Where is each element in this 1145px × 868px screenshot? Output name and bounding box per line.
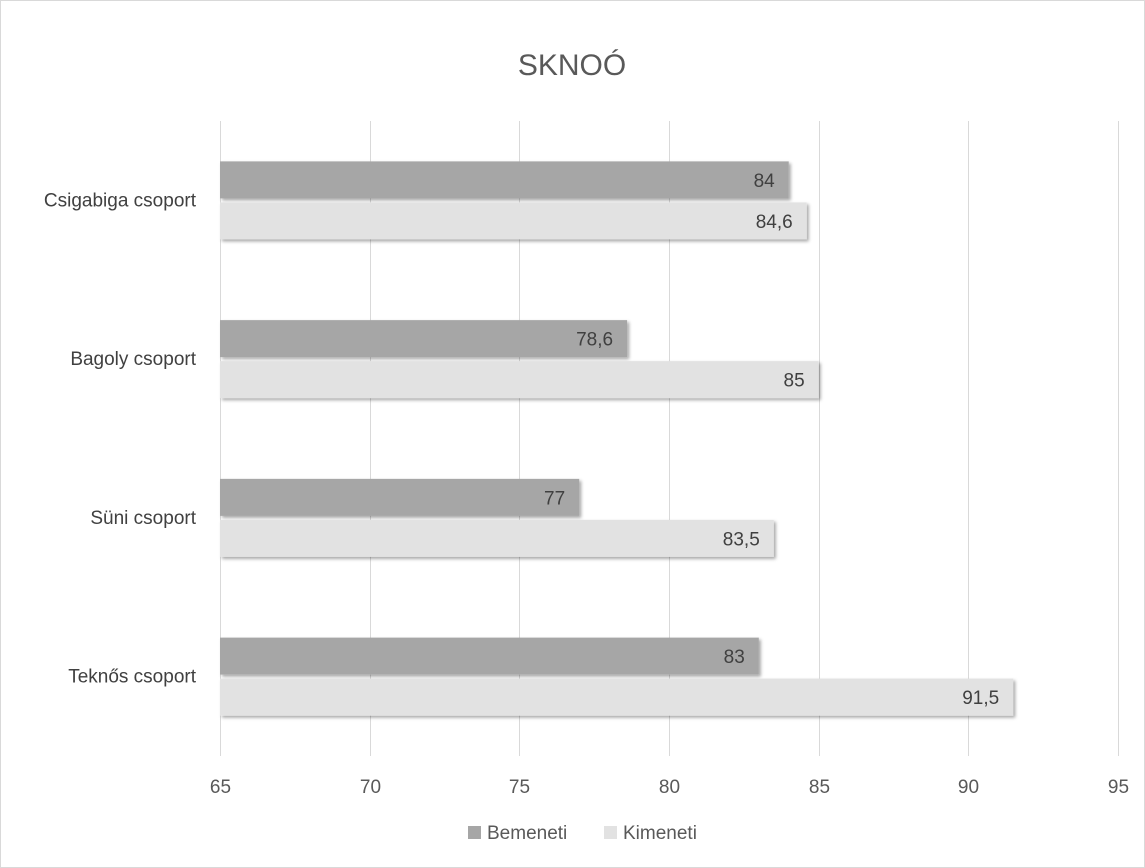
data-label: 77 [544,488,565,509]
bar-kimeneti [220,678,1014,716]
bar-kimeneti [220,519,774,557]
data-label: 83 [724,647,745,668]
bar-bemeneti [220,161,789,199]
bar-kimeneti [220,361,819,399]
x-tick-label: 95 [1108,777,1129,798]
legend-label: Kimeneti [623,823,697,844]
labels-layer: 65 70 75 80 85 90 95 Csigabiga csoport 84 84,6 Bag… [44,171,1129,798]
category-label: Bagoly csoport [70,349,196,370]
bar-bemeneti [220,637,759,675]
data-label: 83,5 [723,529,760,550]
x-tick-label: 75 [509,777,530,798]
chart-title: SKNOÓ [518,49,626,82]
data-label: 85 [784,371,805,392]
category-label: Teknős csoport [68,667,197,688]
bars-layer [220,161,1014,716]
legend-label: Bemeneti [487,823,567,844]
bar-bemeneti [220,320,628,358]
x-tick-label: 85 [809,777,830,798]
data-label: 78,6 [576,330,613,351]
x-tick-label: 90 [958,777,979,798]
legend-swatch-kimeneti [604,826,617,839]
legend: Bemeneti Kimeneti [468,823,697,844]
x-tick-label: 70 [360,777,381,798]
category-label: Süni csoport [90,508,196,529]
data-label: 91,5 [962,688,999,709]
data-label: 84 [754,171,776,192]
legend-swatch-bemeneti [468,826,481,839]
x-tick-label: 65 [210,777,231,798]
data-label: 84,6 [756,212,793,233]
bar-kimeneti [220,202,807,240]
x-tick-label: 80 [659,777,680,798]
category-label: Csigabiga csoport [44,190,197,211]
bar-bemeneti [220,478,580,516]
